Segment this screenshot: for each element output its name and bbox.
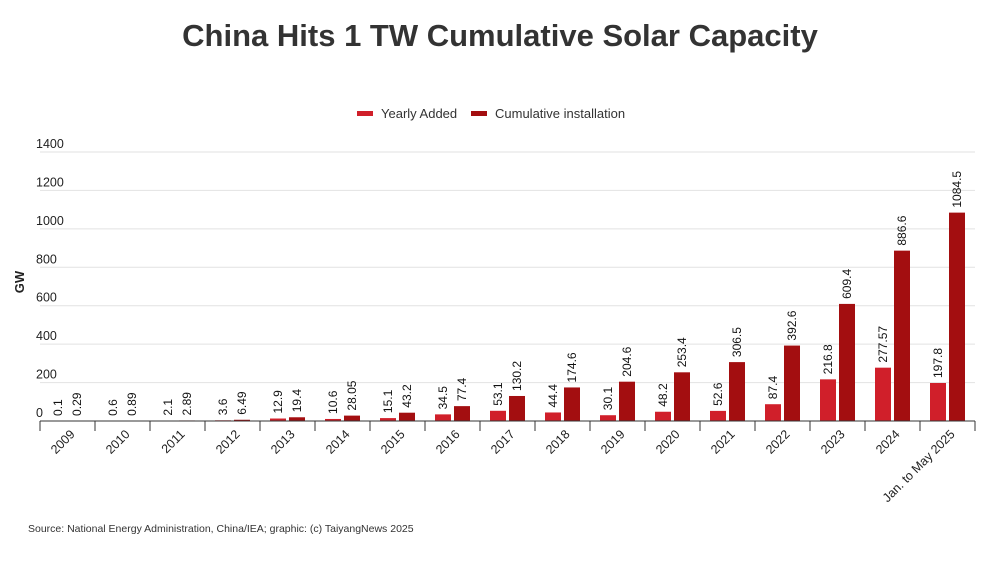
y-tick-label: 1200 xyxy=(36,175,64,189)
bar xyxy=(399,412,415,421)
y-tick-label: 1400 xyxy=(36,137,64,151)
bar xyxy=(765,404,781,421)
legend: Yearly Added Cumulative installation xyxy=(357,106,625,121)
data-label: 306.5 xyxy=(730,327,744,357)
bar xyxy=(435,414,451,421)
x-tick-label: 2012 xyxy=(213,427,243,457)
bar xyxy=(545,412,561,421)
data-label: 886.6 xyxy=(895,215,909,245)
data-label: 204.6 xyxy=(620,346,634,376)
x-tick-label: 2011 xyxy=(159,427,188,456)
bar xyxy=(839,303,855,421)
bar xyxy=(325,418,341,421)
legend-swatch xyxy=(471,111,487,116)
bar xyxy=(509,395,525,421)
bar xyxy=(619,381,635,421)
x-tick-label: 2024 xyxy=(873,427,903,457)
bar xyxy=(875,367,891,421)
data-label: 10.6 xyxy=(326,390,340,414)
x-tick-label: 2022 xyxy=(763,427,793,457)
y-tick-label: 0 xyxy=(36,406,43,420)
x-tick-label: 2016 xyxy=(433,427,463,457)
data-label: 30.1 xyxy=(601,387,615,411)
x-tick-label: 2023 xyxy=(818,427,848,457)
bar xyxy=(930,382,946,421)
bars xyxy=(50,212,965,422)
bar xyxy=(600,415,616,421)
bar xyxy=(949,212,965,421)
bar xyxy=(380,418,396,421)
y-axis: 0 200 400 600 800 1000 1200 1400 xyxy=(36,137,64,420)
data-label: 44.4 xyxy=(546,384,560,408)
legend-label: Cumulative installation xyxy=(495,106,625,121)
data-label: 6.49 xyxy=(235,391,249,415)
data-label: 52.6 xyxy=(711,382,725,406)
data-label: 12.9 xyxy=(271,390,285,414)
data-label: 77.4 xyxy=(455,377,469,401)
data-label: 43.2 xyxy=(400,384,414,408)
bar xyxy=(344,415,360,421)
y-tick-label: 1000 xyxy=(36,214,64,228)
legend-swatch xyxy=(357,111,373,116)
data-label: 19.4 xyxy=(290,389,304,413)
data-label: 34.5 xyxy=(436,386,450,410)
bar xyxy=(564,387,580,421)
bar xyxy=(784,345,800,421)
data-label: 0.6 xyxy=(106,399,120,416)
bar xyxy=(490,410,506,421)
bar xyxy=(820,379,836,421)
y-tick-label: 200 xyxy=(36,368,57,382)
source-note: Source: National Energy Administration, … xyxy=(28,523,414,535)
bar xyxy=(674,372,690,421)
x-axis: 2009 2010 2011 2012 2013 2014 2015 2016 2017 2018… xyxy=(39,420,976,505)
data-label: 0.29 xyxy=(70,392,84,416)
x-tick-label: 2021 xyxy=(708,427,738,457)
x-tick-label: 2014 xyxy=(323,427,353,457)
data-label: 277.57 xyxy=(876,326,890,363)
bar xyxy=(655,411,671,421)
data-label: 2.1 xyxy=(161,399,175,416)
x-tick-label: 2015 xyxy=(378,427,408,457)
data-label: 28.05 xyxy=(345,380,359,410)
x-tick-label: 2010 xyxy=(103,427,133,457)
legend-label: Yearly Added xyxy=(381,106,457,121)
data-label: 197.8 xyxy=(931,348,945,378)
data-label: 0.89 xyxy=(125,392,139,416)
bar xyxy=(729,362,745,421)
bar xyxy=(894,250,910,421)
data-label: 87.4 xyxy=(766,376,780,400)
data-label: 2.89 xyxy=(180,392,194,416)
x-tick-label: 2013 xyxy=(268,427,298,457)
data-label: 130.2 xyxy=(510,361,524,391)
y-tick-label: 800 xyxy=(36,252,57,266)
data-label: 53.1 xyxy=(491,382,505,406)
data-label: 392.6 xyxy=(785,310,799,340)
chart-title: China Hits 1 TW Cumulative Solar Capacit… xyxy=(182,18,818,53)
data-label: 609.4 xyxy=(840,269,854,299)
data-label: 1084.5 xyxy=(950,171,964,208)
x-tick-label: 2009 xyxy=(48,427,78,457)
gridlines xyxy=(40,151,975,384)
data-label: 174.6 xyxy=(565,352,579,382)
y-tick-label: 600 xyxy=(36,291,57,305)
bar xyxy=(234,419,250,421)
data-label: 48.2 xyxy=(656,383,670,407)
data-label: 253.4 xyxy=(675,337,689,367)
data-label: 0.1 xyxy=(51,399,65,416)
x-tick-label: 2017 xyxy=(488,427,518,457)
bar xyxy=(710,410,726,421)
data-label: 216.8 xyxy=(821,344,835,374)
x-tick-label: 2018 xyxy=(543,427,573,457)
data-label: 15.1 xyxy=(381,389,395,413)
bar xyxy=(289,417,305,421)
value-labels: 0.1 0.29 0.6 0.89 2.1 2.89 3.6 6.49 12.9 19.4 10.6… xyxy=(51,171,964,416)
data-label: 3.6 xyxy=(216,398,230,415)
x-tick-label: 2020 xyxy=(653,427,683,457)
x-tick-label: 2019 xyxy=(598,427,628,457)
y-axis-label: GW xyxy=(12,270,27,293)
y-tick-label: 400 xyxy=(36,329,57,343)
bar xyxy=(454,406,470,421)
bar xyxy=(270,418,286,421)
